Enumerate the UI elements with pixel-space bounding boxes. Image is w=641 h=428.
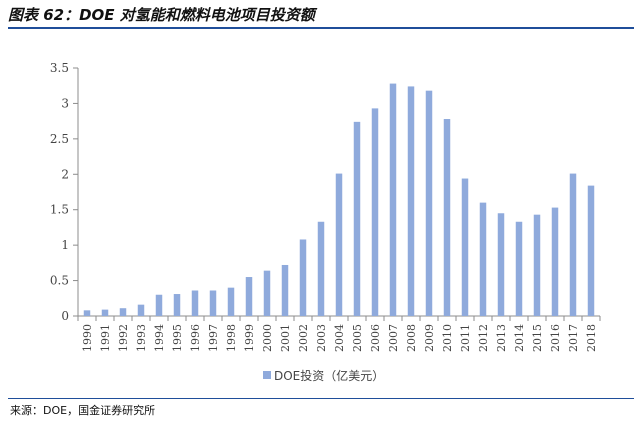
x-tick-label: 1996: [189, 324, 202, 352]
legend-label: DOE投资（亿美元）: [274, 368, 384, 383]
x-tick-label: 2013: [495, 324, 508, 352]
x-tick-label: 2012: [477, 324, 490, 352]
bar: [137, 304, 145, 316]
bar: [191, 290, 199, 316]
bar: [425, 90, 433, 316]
bar: [587, 185, 595, 316]
bar: [227, 287, 235, 316]
bar: [83, 310, 91, 316]
bar: [281, 264, 289, 316]
source-note: 来源：DOE，国金证券研究所: [10, 404, 156, 417]
bar: [389, 83, 397, 317]
bar: [497, 213, 505, 316]
y-tick-label: 3.5: [50, 61, 69, 75]
y-tick-label: 1: [61, 238, 69, 252]
bar: [443, 119, 451, 316]
x-tick-label: 2001: [279, 324, 292, 352]
bar: [101, 309, 109, 316]
x-tick-label: 1997: [207, 324, 220, 352]
y-tick-label: 0.5: [50, 274, 69, 288]
x-tick-label: 2009: [423, 324, 436, 352]
bar: [119, 308, 127, 316]
x-tick-label: 1998: [225, 324, 238, 352]
bar: [533, 214, 541, 316]
x-tick-label: 2008: [405, 324, 418, 352]
x-tick-label: 1994: [153, 324, 166, 352]
bar: [263, 270, 271, 316]
chart-legend: DOE投资（亿美元）: [263, 368, 384, 383]
bar: [173, 294, 181, 316]
bar: [209, 290, 217, 316]
x-tick-label: 1991: [99, 324, 112, 352]
x-tick-label: 2004: [333, 324, 346, 352]
bar: [569, 173, 577, 316]
bar-chart: 00.511.522.533.5 1990 1991 1992 1993 1994 199…: [50, 61, 601, 383]
chart-title: 图表 62：DOE 对氢能和燃料电池项目投资额: [8, 6, 315, 24]
bar: [551, 207, 559, 316]
x-tick-label: 2006: [369, 324, 382, 352]
y-tick-label: 1.5: [50, 203, 69, 217]
bar: [299, 239, 307, 316]
y-tick-label: 2: [61, 167, 69, 181]
bar: [407, 86, 415, 317]
bar: [353, 121, 361, 316]
x-tick-label: 2007: [387, 324, 400, 352]
bar: [515, 221, 523, 316]
x-tick-label: 2010: [441, 324, 454, 352]
bar: [335, 173, 343, 316]
y-tick-label: 0: [61, 309, 69, 323]
x-tick-label: 2015: [531, 324, 544, 352]
x-tick-label: 2003: [315, 324, 328, 352]
x-tick-label: 1990: [81, 324, 94, 352]
y-axis-ticks: 0 0.5 1 1.5 2 2.5 3 3.5: [50, 61, 78, 323]
x-tick-label: 1995: [171, 324, 184, 352]
footer-rule: [8, 398, 634, 399]
x-tick-label: 2011: [459, 324, 472, 352]
x-tick-label: 2017: [567, 324, 580, 352]
y-tick-label: 2.5: [50, 132, 69, 146]
x-tick-label: 2016: [549, 324, 562, 352]
title-underline: [8, 27, 634, 29]
bar: [461, 178, 469, 316]
bar: [155, 294, 163, 316]
x-tick-label: 2000: [261, 324, 274, 352]
x-tick-label: 2014: [513, 324, 526, 352]
bar: [479, 202, 487, 316]
x-tick-label: 1999: [243, 324, 256, 352]
x-tick-label: 2018: [585, 324, 598, 352]
x-tick-label: 1992: [117, 324, 130, 352]
bar: [245, 277, 253, 316]
bar: [371, 108, 379, 316]
legend-swatch: [263, 371, 271, 379]
bar-series: [83, 83, 595, 317]
x-tick-label: 2002: [297, 324, 310, 352]
bar: [317, 221, 325, 316]
x-tick-label: 2005: [351, 324, 364, 352]
y-tick-label: 3: [61, 96, 69, 110]
x-axis-ticks: 1990 1991 1992 1993 1994 1995 1996 1997 1998 1999…: [77, 316, 601, 352]
x-tick-label: 1993: [135, 324, 148, 352]
